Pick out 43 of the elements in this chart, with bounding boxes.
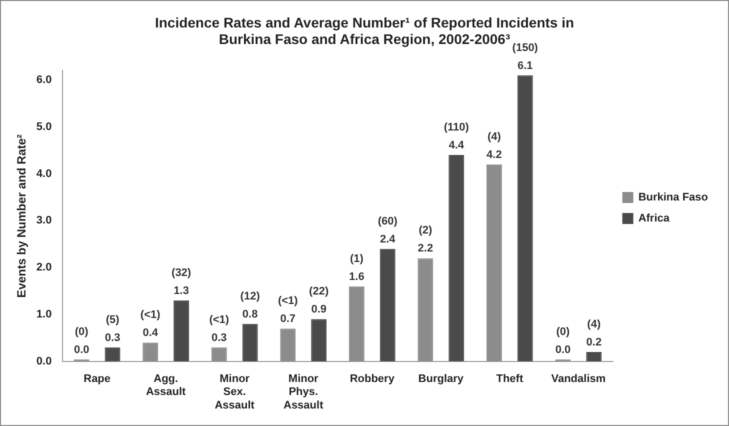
- bar: [418, 258, 434, 362]
- x-tick-label: Minor Sex. Assault: [214, 373, 255, 412]
- legend-label: Burkina Faso: [638, 192, 708, 204]
- bar: [280, 328, 296, 362]
- data-label: (0) 0.0: [74, 326, 90, 356]
- x-tick-label: Minor Phys. Assault: [283, 373, 324, 412]
- bar: [242, 324, 258, 362]
- y-tick-label: 3.0: [36, 214, 52, 227]
- x-tick-label: Theft: [496, 373, 524, 386]
- y-tick-label: 1.0: [36, 308, 52, 321]
- bar: [174, 300, 190, 362]
- bar: [448, 155, 464, 362]
- y-tick-label: 6.0: [36, 74, 52, 86]
- data-label: (4) 4.2: [486, 130, 502, 161]
- y-tick-label: 5.0: [36, 120, 52, 133]
- data-label: (2) 2.2: [418, 224, 434, 255]
- data-label: (<1) 0.7: [278, 295, 298, 326]
- x-tick-label: Rape: [84, 373, 111, 386]
- bar: [380, 248, 396, 362]
- data-label: (32) 1.3: [172, 266, 192, 297]
- bar: [311, 319, 327, 362]
- bar: [486, 164, 502, 362]
- y-axis-title: Events by Number and Rate²: [14, 134, 29, 298]
- data-label: (0) 0.0: [555, 326, 571, 356]
- data-label: (60) 2.4: [378, 215, 398, 246]
- bar: [517, 75, 533, 362]
- data-label: (12) 0.8: [240, 290, 260, 320]
- y-tick-label: 0.0: [36, 355, 52, 368]
- data-label: (4) 0.2: [586, 318, 602, 349]
- data-label: (22) 0.9: [309, 286, 329, 316]
- x-tick-label: Vandalism: [551, 373, 606, 386]
- data-label: (1) 1.6: [349, 252, 364, 283]
- data-label: (<1) 0.3: [209, 314, 230, 344]
- data-label: (110) 4.4: [444, 122, 470, 152]
- y-tick-label: 4.0: [36, 168, 52, 180]
- y-tick-label: 2.0: [36, 262, 52, 274]
- legend-label: Africa: [638, 212, 670, 225]
- data-label: (<1) 0.4: [140, 309, 161, 340]
- x-tick-label: Burglary: [418, 373, 464, 386]
- bar: [348, 286, 364, 362]
- x-tick-label: Robbery: [350, 373, 396, 386]
- x-tick-label: Agg. Assault: [146, 373, 186, 398]
- data-label: (5) 0.3: [104, 314, 120, 344]
